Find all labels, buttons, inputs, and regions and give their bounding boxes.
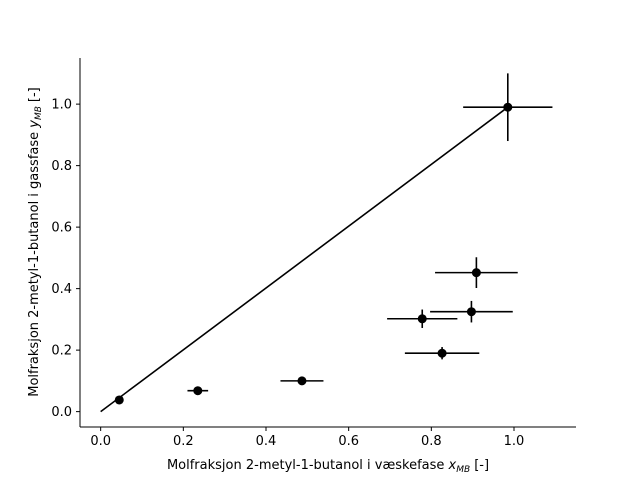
y-axis-label-subscript: MB xyxy=(34,106,44,120)
x-tick-label: 0.6 xyxy=(338,434,359,449)
y-axis-label-symbol: y xyxy=(27,120,42,129)
y-tick-label: 0.8 xyxy=(51,159,72,174)
x-axis-label-symbol: x xyxy=(448,458,457,473)
y-axis-label-text: Molfraksjon 2-metyl-1-butanol i gassfase xyxy=(27,132,42,397)
x-ticks: 0.0 0.2 0.4 0.6 0.8 1.0 xyxy=(90,427,524,449)
x-axis-label-unit: [-] xyxy=(474,458,489,473)
data-point xyxy=(471,268,481,278)
reference-line xyxy=(100,106,509,413)
data-point xyxy=(503,102,513,112)
x-axis-label-subscript: MB xyxy=(456,465,470,475)
data-point xyxy=(193,386,203,396)
x-tick-label: 0.4 xyxy=(256,434,277,449)
x-tick-label: 0.8 xyxy=(421,434,442,449)
x-axis-label-text: Molfraksjon 2-metyl-1-butanol i væskefas… xyxy=(167,458,444,473)
y-axis-label-unit: [-] xyxy=(27,87,42,102)
data-point xyxy=(437,348,447,358)
data-point xyxy=(466,307,476,317)
y-tick-label: 0.0 xyxy=(51,405,72,420)
x-axis-label: Molfraksjon 2-metyl-1-butanol i væskefas… xyxy=(167,458,489,475)
data-point xyxy=(417,314,427,324)
x-tick-label: 0.2 xyxy=(173,434,194,449)
y-axis-label: Molfraksjon 2-metyl-1-butanol i gassfase… xyxy=(27,87,44,397)
data-point xyxy=(297,376,307,386)
x-tick-label: 1.0 xyxy=(504,434,525,449)
y-ticks: 0.0 0.2 0.4 0.6 0.8 1.0 xyxy=(51,98,80,420)
axes xyxy=(79,58,576,428)
y-tick-label: 1.0 xyxy=(51,98,72,113)
y-tick-label: 0.2 xyxy=(51,344,72,359)
x-tick-label: 0.0 xyxy=(90,434,111,449)
y-tick-label: 0.6 xyxy=(51,221,72,236)
plot-area xyxy=(100,73,553,413)
data-point xyxy=(114,395,124,405)
y-tick-label: 0.4 xyxy=(51,282,72,297)
